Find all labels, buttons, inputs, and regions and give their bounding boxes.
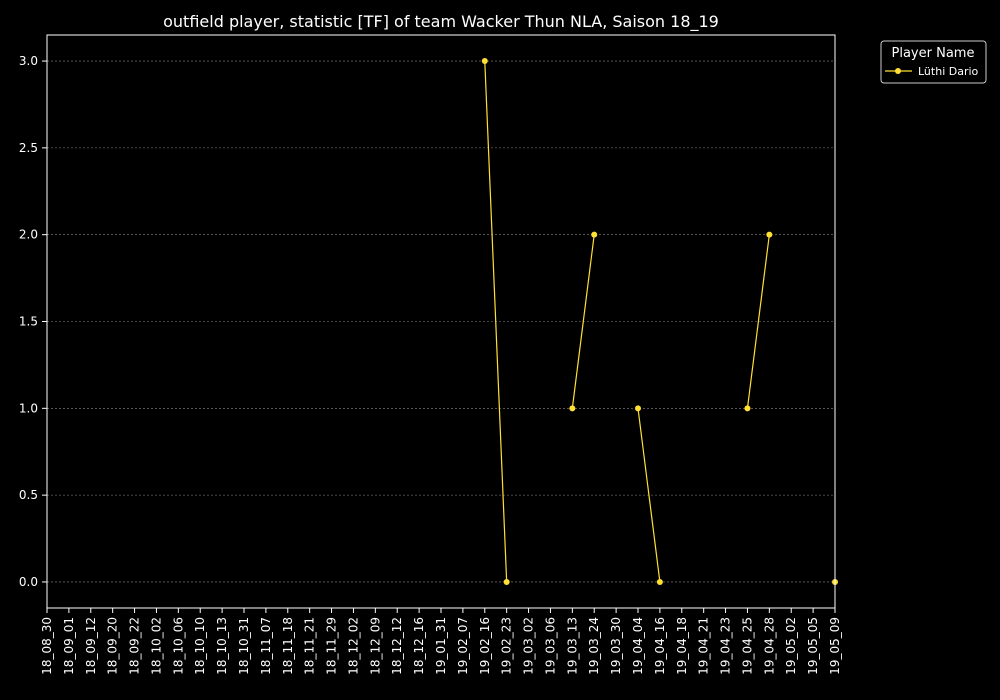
legend-box [880,40,987,84]
x-tick-label: 19_03_24 [587,617,601,675]
legend-title: Player Name [892,46,975,61]
x-tick-label: 19_05_02 [784,617,798,675]
x-tick-label: 19_03_13 [565,617,579,675]
y-tick-label: 1.0 [19,401,38,415]
data-point [656,578,663,585]
grid-lines [47,60,835,583]
x-tick-label: 19_05_05 [806,617,820,675]
x-tick-label: 18_12_02 [346,617,360,675]
x-tick-label: 18_09_20 [106,617,120,675]
y-axis: 0.0 0.5 1.0 1.5 2.0 2.5 3.0 [19,54,47,589]
x-tick-label: 18_11_21 [303,617,317,675]
data-point [503,578,510,585]
series-line-segment [571,234,595,409]
y-tick-label: 2.0 [19,228,38,242]
y-tick-label: 0.0 [19,575,38,589]
x-tick-label: 19_05_09 [828,617,842,675]
x-tick-label: 18_11_29 [325,617,339,675]
series-line-segment [746,234,770,409]
x-tick-label: 19_02_16 [478,617,492,675]
data-point [569,405,576,412]
series-layer [481,58,838,585]
x-tick-label: 19_02_23 [500,617,514,675]
x-tick-label: 19_04_16 [653,617,667,675]
x-tick-label: 18_10_13 [215,617,229,675]
x-tick-label: 19_03_06 [543,617,557,675]
x-tick-label: 18_11_07 [259,617,273,675]
y-tick-label: 0.5 [19,488,38,502]
y-tick-label: 3.0 [19,54,38,68]
data-point [635,405,641,412]
x-tick-label: 19_01_31 [434,617,448,675]
data-point [591,231,598,238]
y-tick-label: 1.5 [19,315,38,329]
chart-title: outfield player, statistic [TF] of team … [163,12,719,32]
x-tick-label: 19_04_21 [697,617,711,675]
series-line-segment [637,408,661,583]
x-tick-label: 19_03_30 [609,617,623,675]
data-point [766,231,773,238]
x-tick-label: 19_04_04 [631,617,645,675]
x-tick-label: 18_09_01 [62,617,76,675]
x-tick-label: 18_09_12 [84,617,98,675]
x-tick-label: 18_08_30 [40,617,54,675]
x-tick-label: 18_09_22 [128,617,142,675]
x-tick-label: 18_12_09 [368,617,382,675]
x-tick-label: 19_04_28 [762,617,776,675]
legend-point-marker [895,68,901,74]
x-tick-label: 19_02_07 [456,617,470,675]
x-tick-label: 19_03_02 [522,617,536,675]
x-tick-label: 19_04_23 [719,617,733,675]
x-tick-label: 18_10_06 [171,617,185,675]
series-line-segment [484,61,508,582]
x-tick-label: 18_10_02 [149,617,163,675]
legend-series-label: Lüthi Dario [918,65,979,78]
legend: Player Name Lüthi Dario [880,40,987,84]
x-tick-label: 19_04_25 [740,617,754,675]
data-point [481,58,488,65]
x-tick-label: 18_12_12 [390,617,404,675]
x-tick-label: 18_10_10 [193,617,207,675]
x-tick-label: 18_11_18 [281,617,295,675]
x-axis: 18_08_30 18_09_01 18_09_12 18_09_20 18_09_22… [40,608,842,675]
y-tick-label: 2.5 [19,141,38,155]
x-tick-label: 18_10_31 [237,617,251,675]
x-tick-label: 19_04_18 [675,617,689,675]
data-point [744,405,751,412]
x-tick-label: 18_12_16 [412,617,426,675]
